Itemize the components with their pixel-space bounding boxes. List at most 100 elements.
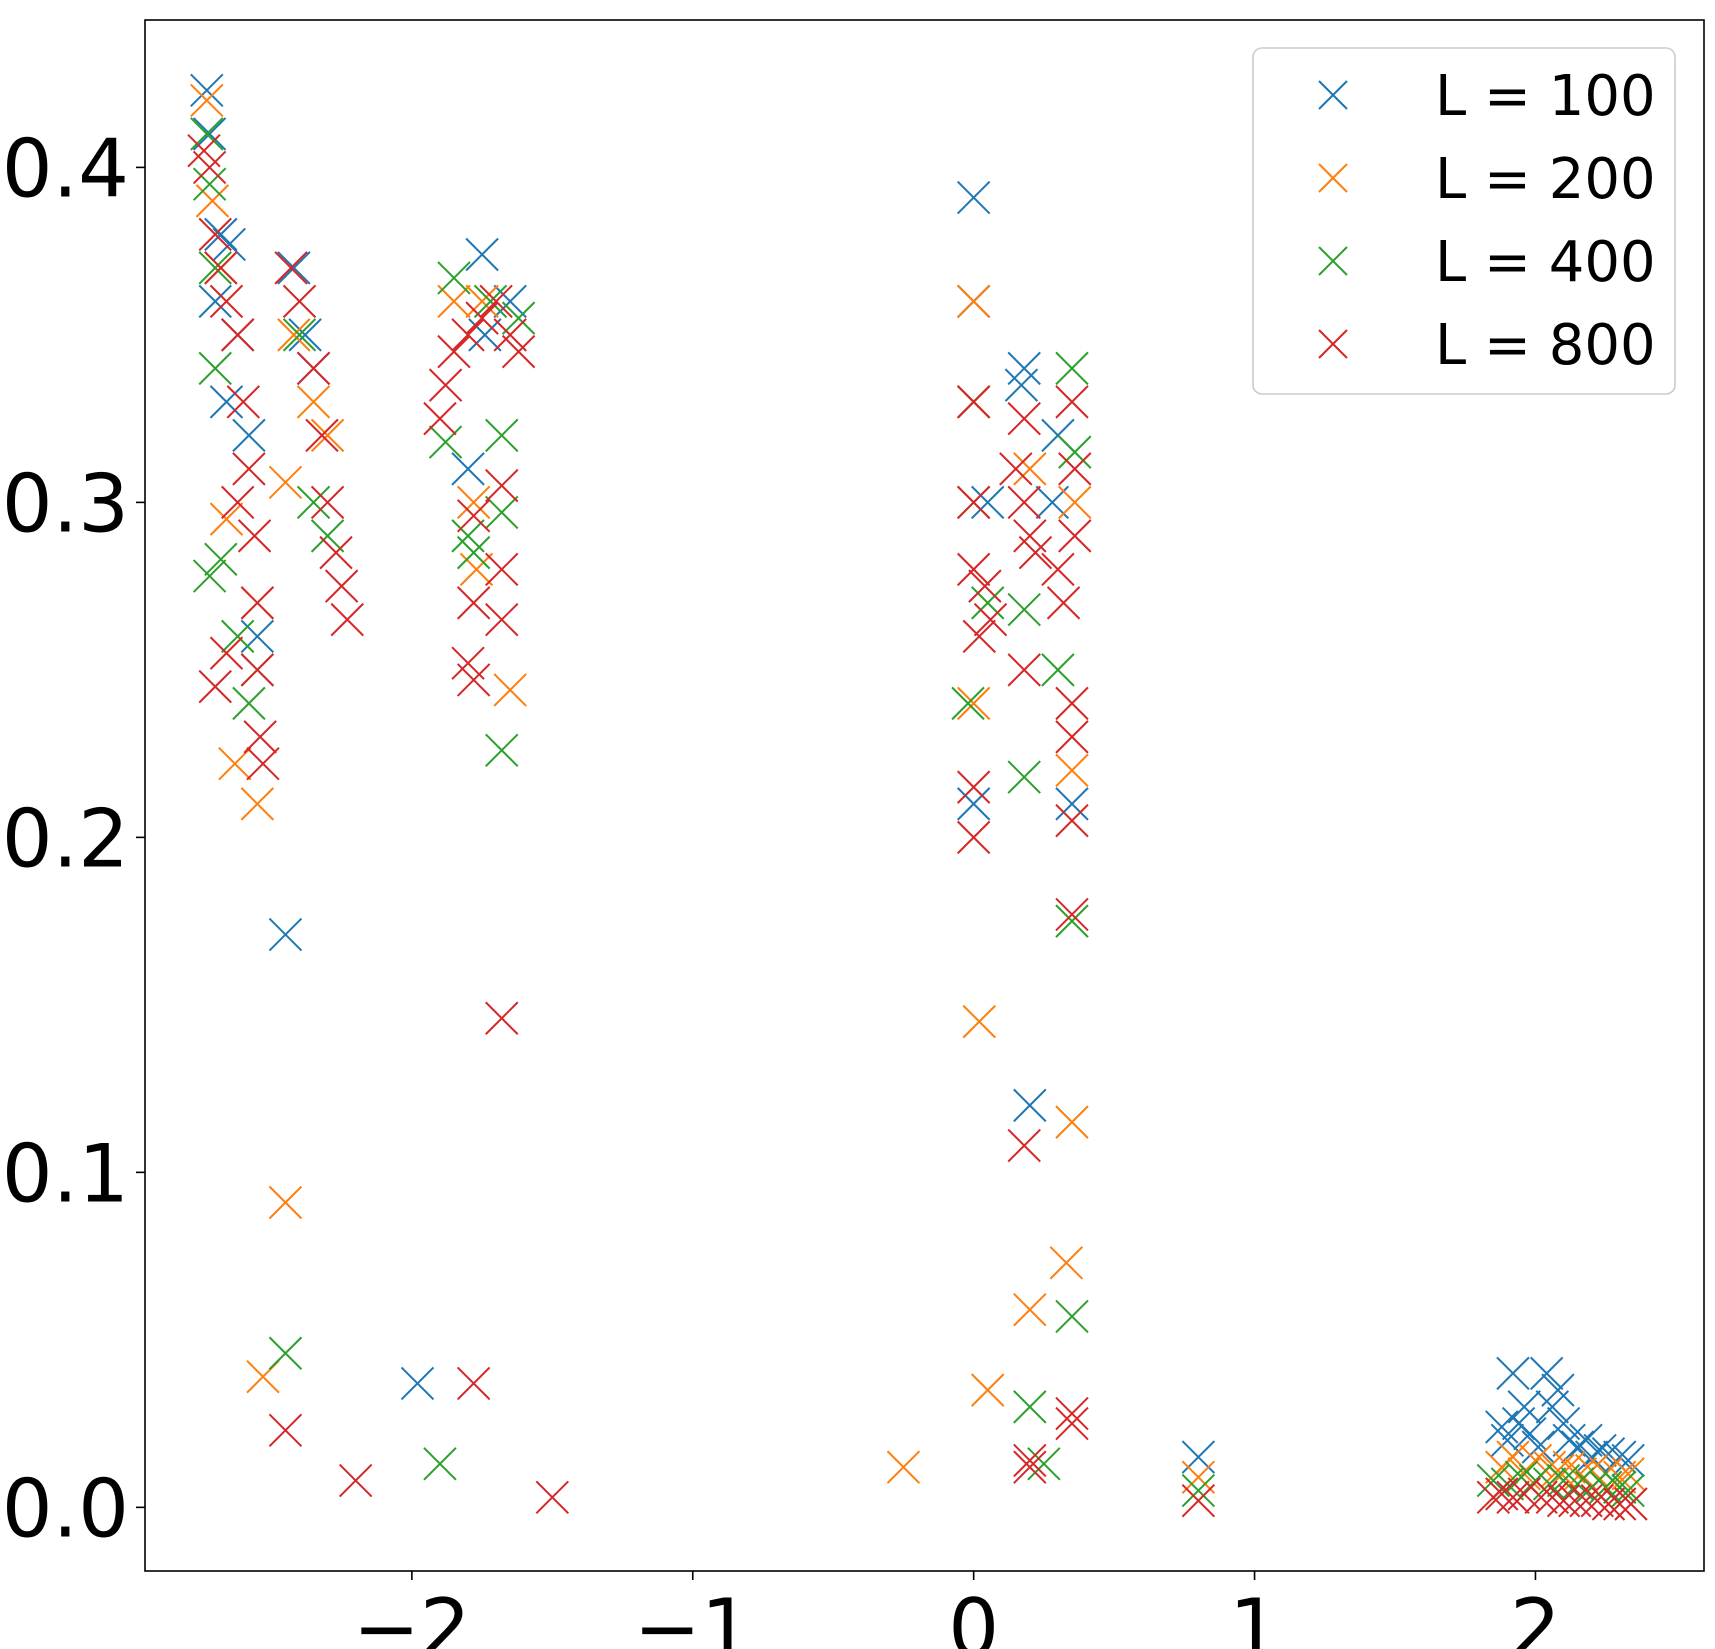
legend-entry: L = 200 bbox=[1318, 147, 1656, 212]
data-point-marker bbox=[246, 746, 280, 781]
data-point-marker bbox=[465, 237, 499, 272]
data-point-marker bbox=[956, 552, 991, 587]
legend-box bbox=[1252, 47, 1676, 395]
data-point-marker bbox=[296, 485, 331, 520]
data-point-marker bbox=[1529, 1356, 1564, 1391]
data-point-marker bbox=[192, 150, 227, 185]
data-point-marker bbox=[209, 636, 244, 670]
data-point-marker bbox=[1181, 1473, 1216, 1508]
data-point-marker bbox=[428, 368, 463, 402]
data-point-marker bbox=[1563, 1457, 1598, 1491]
data-point-marker bbox=[195, 184, 230, 218]
data-point-marker bbox=[999, 452, 1033, 486]
data-point-marker bbox=[209, 284, 244, 319]
data-point-marker bbox=[1055, 787, 1089, 821]
data-point-marker bbox=[1583, 1433, 1617, 1468]
data-point-marker bbox=[240, 653, 275, 687]
data-point-marker bbox=[970, 485, 1005, 520]
data-point-marker bbox=[956, 820, 991, 855]
data-point-marker bbox=[1507, 1390, 1541, 1424]
legend-marker-icon bbox=[1318, 329, 1348, 359]
data-point-marker bbox=[970, 1373, 1005, 1407]
data-point-marker bbox=[1055, 904, 1089, 938]
data-point-marker bbox=[190, 73, 224, 108]
data-point-marker bbox=[296, 385, 331, 419]
data-point-marker bbox=[204, 217, 238, 252]
data-marks bbox=[187, 73, 1648, 1521]
y-tick-label: 0.4 bbox=[2, 122, 129, 215]
data-point-marker bbox=[1049, 1246, 1084, 1280]
data-point-marker bbox=[310, 485, 345, 520]
data-point-marker bbox=[956, 485, 991, 520]
y-tick-label: 0.1 bbox=[2, 1127, 129, 1220]
data-point-marker bbox=[240, 619, 275, 654]
data-point-marker bbox=[473, 284, 508, 319]
data-point-marker bbox=[209, 385, 244, 419]
data-point-marker bbox=[456, 586, 491, 620]
data-point-marker bbox=[962, 1004, 996, 1039]
data-point-marker bbox=[485, 468, 519, 503]
data-point-marker bbox=[192, 167, 227, 201]
series-3 bbox=[190, 117, 1645, 1508]
data-point-marker bbox=[1055, 897, 1089, 932]
data-point-marker bbox=[451, 318, 485, 352]
data-point-marker bbox=[209, 502, 244, 536]
data-point-marker bbox=[465, 301, 499, 335]
data-point-marker bbox=[1603, 1470, 1637, 1504]
data-point-marker bbox=[1055, 753, 1089, 788]
data-point-marker bbox=[330, 602, 364, 637]
data-point-marker bbox=[400, 1366, 435, 1401]
data-point-marker bbox=[220, 318, 255, 352]
x-tick-label: 0 bbox=[948, 1582, 999, 1649]
data-point-marker bbox=[493, 284, 527, 319]
data-point-marker bbox=[970, 586, 1005, 620]
data-point-marker bbox=[1013, 1450, 1047, 1484]
data-point-marker bbox=[1560, 1467, 1595, 1501]
data-point-marker bbox=[240, 586, 275, 620]
data-point-marker bbox=[288, 318, 322, 352]
data-point-marker bbox=[951, 686, 985, 721]
data-point-marker bbox=[1055, 720, 1089, 754]
x-tick-label: −1 bbox=[634, 1582, 752, 1649]
data-point-marker bbox=[274, 251, 308, 285]
data-point-marker bbox=[1614, 1487, 1648, 1521]
data-point-marker bbox=[451, 452, 485, 486]
data-point-marker bbox=[1013, 1443, 1047, 1478]
data-point-marker bbox=[305, 418, 339, 453]
data-point-marker bbox=[1552, 1450, 1586, 1484]
data-point-marker bbox=[1058, 485, 1092, 520]
data-point-marker bbox=[1013, 1088, 1047, 1123]
data-point-marker bbox=[956, 686, 991, 721]
legend-label: L = 400 bbox=[1435, 230, 1656, 295]
x-tick-label: −2 bbox=[353, 1582, 471, 1649]
data-point-marker bbox=[198, 251, 232, 285]
data-point-marker bbox=[493, 318, 527, 352]
data-point-marker bbox=[268, 1336, 303, 1370]
data-point-marker bbox=[1007, 401, 1041, 436]
y-tick-label: 0.2 bbox=[2, 792, 129, 885]
data-point-marker bbox=[268, 1413, 303, 1448]
data-point-marker bbox=[1569, 1483, 1603, 1518]
data-point-marker bbox=[485, 552, 519, 587]
data-point-marker bbox=[535, 1480, 570, 1515]
data-point-marker bbox=[310, 418, 345, 453]
legend-label: L = 200 bbox=[1435, 147, 1656, 212]
data-point-marker bbox=[1055, 1105, 1089, 1139]
data-point-marker bbox=[485, 602, 519, 637]
data-point-marker bbox=[220, 485, 255, 520]
data-point-marker bbox=[1004, 368, 1039, 402]
data-point-marker bbox=[456, 535, 491, 570]
data-point-marker bbox=[1007, 592, 1041, 627]
data-point-marker bbox=[1580, 1483, 1614, 1518]
data-point-marker bbox=[973, 602, 1008, 637]
x-tick-label: 1 bbox=[1229, 1582, 1280, 1649]
data-point-marker bbox=[485, 495, 519, 530]
legend-entry: L = 100 bbox=[1318, 64, 1656, 129]
data-point-marker bbox=[1055, 385, 1089, 419]
data-point-marker bbox=[198, 217, 232, 252]
data-point-marker bbox=[501, 334, 536, 369]
data-point-marker bbox=[232, 452, 266, 486]
data-point-marker bbox=[232, 418, 266, 453]
data-point-marker bbox=[1496, 1356, 1530, 1391]
